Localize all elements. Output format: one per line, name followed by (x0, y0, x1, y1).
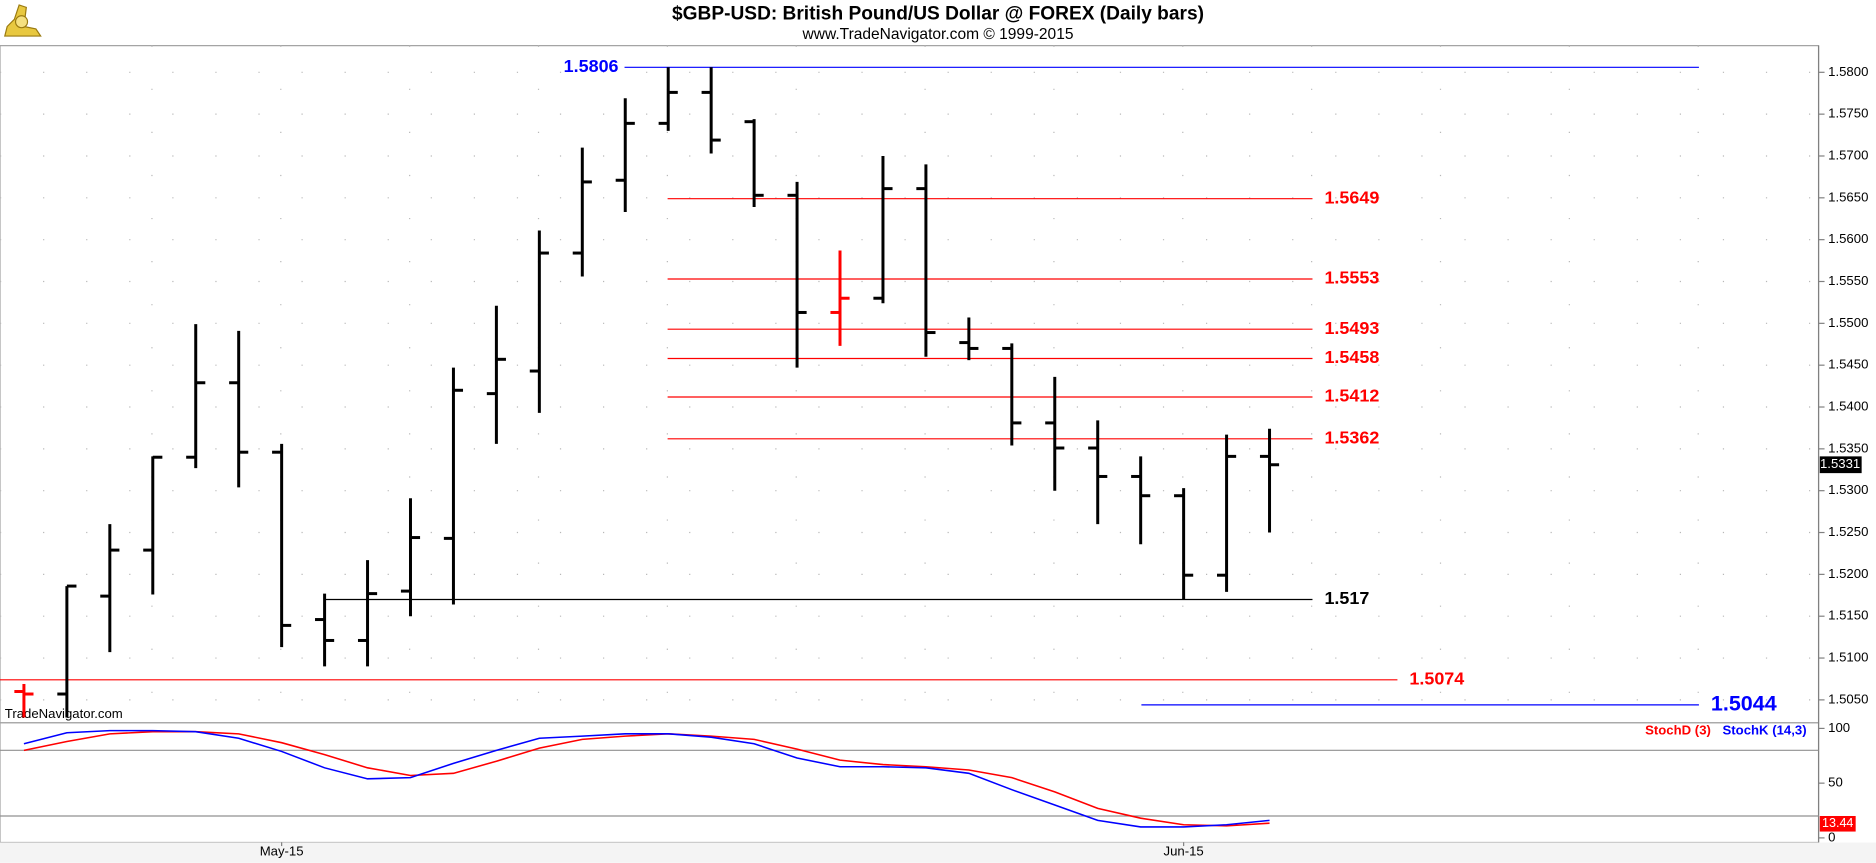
y-tick-label: 1.5150 (1828, 608, 1868, 623)
y-tick-label: 1.5250 (1828, 524, 1868, 539)
last-value-box (1819, 815, 1856, 832)
level-label: 1.5362 (1324, 428, 1379, 448)
last-value-label: 13.44 (1822, 816, 1853, 830)
y-tick-label: 1.5800 (1828, 64, 1868, 79)
y-tick-label: 1.5750 (1828, 106, 1868, 121)
y-tick-label: 1.5300 (1828, 482, 1868, 497)
y-tick-label: 1.5200 (1828, 566, 1868, 581)
stoch-panel (0, 722, 1820, 844)
y-tick-label: 1.5600 (1828, 231, 1868, 246)
last-price-box (1819, 456, 1862, 474)
y-tick-label: 1.5100 (1828, 650, 1868, 665)
y-tick-label: 1.5700 (1828, 147, 1868, 162)
level-label: 1.5493 (1324, 318, 1379, 338)
y-tick-label: 1.5450 (1828, 357, 1868, 372)
y-tick-label: 1.5500 (1828, 315, 1868, 330)
level-label: 1.517 (1324, 588, 1369, 608)
y-tick-label: 0 (1828, 829, 1835, 844)
level-label: 1.5806 (564, 56, 619, 76)
logo (4, 4, 42, 37)
x-axis-band (0, 842, 1876, 863)
legend-entry: StochD (3) (1645, 723, 1711, 738)
y-tick-label: 50 (1828, 775, 1843, 790)
price-panel (0, 45, 1820, 724)
level-label: 1.5074 (1409, 669, 1464, 689)
watermark: TradeNavigator.com (5, 706, 123, 721)
level-label: 1.5649 (1324, 187, 1379, 207)
y-tick-label: 1.5550 (1828, 273, 1868, 288)
level-label: 1.5044 (1711, 692, 1777, 716)
stoch-line (23, 730, 1270, 827)
chart-subtitle: www.TradeNavigator.com © 1999-2015 (802, 26, 1074, 43)
chart-title: $GBP-USD: British Pound/US Dollar @ FORE… (672, 4, 1204, 25)
stoch-line (23, 729, 1270, 828)
level-label: 1.5412 (1324, 386, 1379, 406)
legend-entry: StochK (14,3) (1723, 723, 1807, 738)
y-tick-label: 100 (1828, 720, 1850, 735)
last-price-label: 1.5331 (1820, 456, 1860, 471)
y-tick-label: 1.5050 (1828, 691, 1868, 706)
y-tick-label: 1.5350 (1828, 440, 1868, 455)
y-tick-label: 1.5400 (1828, 398, 1868, 413)
level-label: 1.5553 (1324, 268, 1379, 288)
x-tick-label: Jun-15 (1164, 844, 1204, 859)
level-label: 1.5458 (1324, 347, 1379, 367)
x-tick-label: May-15 (260, 844, 304, 859)
y-tick-label: 1.5650 (1828, 189, 1868, 204)
